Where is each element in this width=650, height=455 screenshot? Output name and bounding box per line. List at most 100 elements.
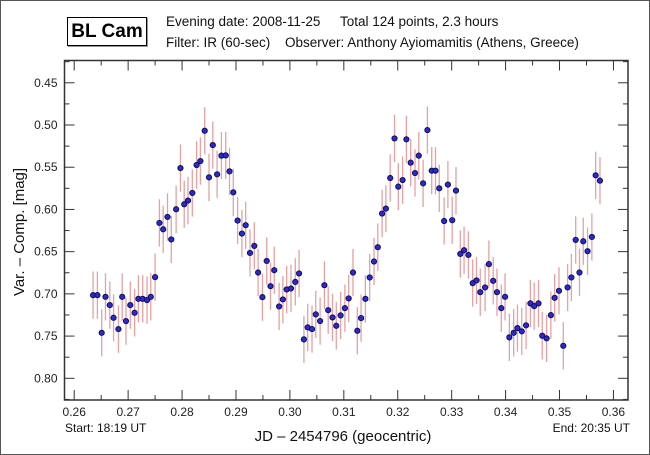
data-point — [362, 295, 369, 302]
data-point — [287, 285, 295, 292]
data-point — [94, 292, 101, 299]
data-point — [160, 226, 167, 233]
data-point — [321, 282, 328, 289]
data-point — [424, 126, 431, 134]
end-time: End: 20:35 UT — [552, 421, 630, 435]
data-point — [292, 278, 299, 285]
data-point — [444, 181, 451, 188]
plot-frame — [63, 59, 629, 401]
data-point — [173, 206, 180, 213]
data-point — [349, 269, 357, 276]
y-tick-label: 0.45 — [34, 76, 58, 90]
data-point — [251, 242, 258, 250]
data-point — [131, 309, 138, 316]
x-tick-label: 0.31 — [332, 405, 356, 419]
data-point — [98, 329, 105, 336]
x-tick-label: 0.34 — [494, 405, 518, 419]
data-point — [147, 293, 154, 300]
data-point — [271, 267, 278, 274]
x-tick-label: 0.36 — [602, 405, 626, 419]
data-point — [267, 283, 274, 290]
data-point — [341, 305, 349, 312]
data-point — [366, 274, 373, 281]
y-tick-label: 0.55 — [34, 160, 58, 174]
data-point — [395, 183, 402, 190]
data-point — [122, 317, 130, 325]
data-point — [501, 293, 509, 300]
data-point — [201, 127, 208, 134]
data-point — [415, 152, 422, 159]
x-tick-label: 0.30 — [278, 405, 302, 419]
data-point — [419, 180, 427, 187]
data-point — [164, 213, 171, 221]
data-point — [246, 249, 254, 257]
data-point — [477, 289, 484, 296]
data-point — [209, 142, 216, 149]
data-point — [551, 294, 558, 301]
data-point — [572, 236, 579, 244]
x-tick-label: 0.27 — [116, 405, 140, 419]
data-point — [110, 314, 117, 321]
data-point — [584, 248, 591, 255]
data-point — [379, 210, 386, 217]
data-point — [588, 233, 595, 241]
total-points: Total 124 points, 2.3 hours — [340, 14, 499, 29]
data-point — [242, 222, 249, 229]
data-point — [441, 217, 448, 225]
data-point — [333, 322, 340, 329]
data-point — [596, 177, 604, 184]
data-point — [181, 201, 188, 208]
data-point — [354, 327, 361, 334]
data-point — [493, 289, 501, 296]
data-point — [230, 189, 237, 196]
data-point — [374, 244, 381, 251]
filter-info: Filter: IR (60-sec) — [166, 35, 271, 50]
data-point — [407, 159, 414, 166]
data-point — [184, 197, 192, 204]
data-point — [222, 152, 229, 159]
data-point — [498, 305, 505, 312]
data-point — [279, 296, 286, 303]
x-tick-label: 0.28 — [170, 405, 194, 419]
data-point — [151, 274, 159, 281]
observer-info: Observer: Anthony Ayiomamitis (Athens, G… — [285, 35, 579, 50]
data-point — [316, 317, 324, 325]
data-point — [115, 325, 122, 333]
data-point — [490, 277, 497, 284]
data-point — [432, 167, 439, 174]
x-tick-label: 0.32 — [386, 405, 410, 419]
data-point — [399, 176, 406, 184]
data-point — [259, 294, 266, 301]
data-point — [482, 284, 489, 291]
data-point — [568, 274, 575, 281]
data-point — [564, 284, 571, 291]
data-point — [234, 217, 241, 224]
data-point — [168, 236, 175, 243]
data-point — [449, 217, 456, 224]
data-point — [345, 295, 352, 302]
x-axis-ticks: 0.26 0.27 0.28 0.29 0.30 0.31 0.32 0.33 0.34 0.35… — [63, 60, 626, 419]
x-tick-label: 0.33 — [440, 405, 464, 419]
point-layer — [89, 126, 604, 349]
data-point — [436, 185, 443, 192]
data-point — [452, 187, 460, 194]
data-point — [325, 307, 332, 314]
data-point — [119, 293, 126, 300]
data-point — [391, 135, 398, 142]
x-tick-label: 0.29 — [224, 405, 248, 419]
data-point — [555, 287, 563, 294]
data-point — [214, 171, 221, 178]
data-point — [522, 322, 530, 329]
data-point — [547, 312, 554, 319]
data-point — [460, 247, 468, 254]
data-point — [276, 303, 283, 310]
data-point — [531, 303, 538, 310]
data-point — [535, 300, 542, 307]
data-point — [457, 250, 464, 258]
data-point — [226, 168, 233, 175]
data-point — [357, 315, 365, 322]
object-name-box: BL Cam — [67, 17, 147, 46]
data-point — [337, 312, 344, 319]
